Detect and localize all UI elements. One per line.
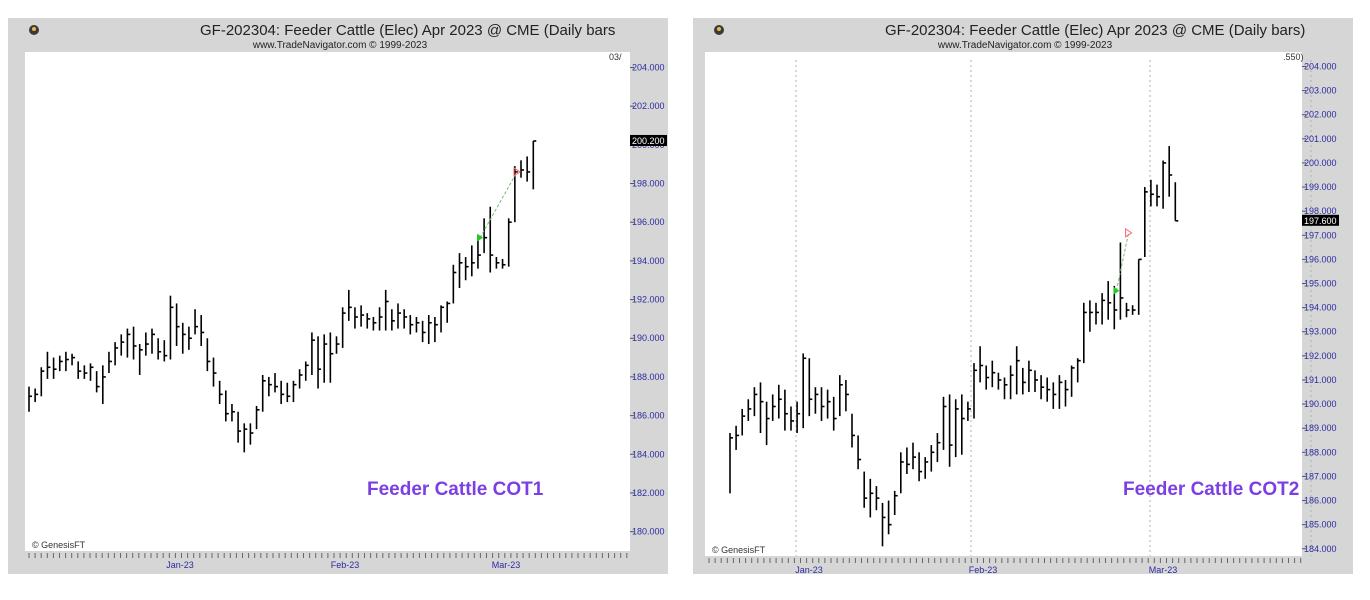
y-tick-label: 182.000 bbox=[632, 488, 665, 498]
y-tick-label: 190.000 bbox=[1304, 399, 1337, 409]
y-tick-label: 196.000 bbox=[1304, 254, 1337, 264]
x-tick-label: Mar-23 bbox=[1149, 565, 1178, 575]
plot-area bbox=[25, 52, 630, 551]
y-tick-label: 196.000 bbox=[632, 217, 665, 227]
y-tick-label: 200.000 bbox=[1304, 158, 1337, 168]
y-tick-label: 194.000 bbox=[632, 256, 665, 266]
sell-signal-marker bbox=[513, 166, 521, 177]
chart-subtitle: www.TradeNavigator.com © 1999-2023 bbox=[252, 40, 428, 51]
y-tick-label: 199.000 bbox=[1304, 182, 1337, 192]
y-tick-label: 186.000 bbox=[1304, 496, 1337, 506]
y-tick-label: 189.000 bbox=[1304, 423, 1337, 433]
overlay-label: Feeder Cattle COT2 bbox=[1123, 479, 1299, 500]
y-tick-label: 203.000 bbox=[1304, 86, 1337, 96]
chart-panel-cot1: GF-202304: Feeder Cattle (Elec) Apr 2023… bbox=[8, 18, 668, 574]
chart-title: GF-202304: Feeder Cattle (Elec) Apr 2023… bbox=[200, 22, 615, 39]
y-tick-label: 198.000 bbox=[632, 179, 665, 189]
x-tick-label: Mar-23 bbox=[492, 560, 521, 570]
signal-connector bbox=[479, 171, 518, 238]
y-tick-label: 186.000 bbox=[632, 411, 665, 421]
y-tick-label: 193.000 bbox=[1304, 327, 1337, 337]
y-tick-label: 194.000 bbox=[1304, 303, 1337, 313]
copyright-label: © GenesisFT bbox=[712, 545, 766, 555]
corner-label: .550) bbox=[1283, 52, 1304, 62]
buy-signal-marker bbox=[1113, 286, 1120, 295]
y-tick-label: 185.000 bbox=[1304, 520, 1337, 530]
y-tick-label: 184.000 bbox=[632, 449, 665, 459]
y-tick-label: 190.000 bbox=[632, 333, 665, 343]
y-tick-label: 187.000 bbox=[1304, 471, 1337, 481]
x-tick-label: Feb-23 bbox=[969, 565, 998, 575]
logo-icon-center bbox=[32, 27, 36, 31]
y-tick-label: 180.000 bbox=[632, 527, 665, 537]
y-tick-label: 191.000 bbox=[1304, 375, 1337, 385]
y-tick-label: 184.000 bbox=[1304, 544, 1337, 554]
sell-signal-marker bbox=[1125, 227, 1133, 238]
chart-title: GF-202304: Feeder Cattle (Elec) Apr 2023… bbox=[885, 22, 1305, 39]
buy-signal-marker bbox=[477, 233, 484, 242]
y-tick-label: 195.000 bbox=[1304, 279, 1337, 289]
last-price-label: 197.600 bbox=[1304, 216, 1337, 226]
x-tick-label: Feb-23 bbox=[331, 560, 360, 570]
y-tick-label: 202.000 bbox=[632, 101, 665, 111]
x-tick-label: Jan-23 bbox=[795, 565, 823, 575]
y-tick-label: 202.000 bbox=[1304, 110, 1337, 120]
y-tick-label: 197.000 bbox=[1304, 230, 1337, 240]
y-tick-label: 204.000 bbox=[632, 62, 665, 72]
y-tick-label: 192.000 bbox=[632, 295, 665, 305]
chart-svg-cot2: GF-202304: Feeder Cattle (Elec) Apr 2023… bbox=[693, 18, 1353, 575]
last-price-label: 200.200 bbox=[632, 136, 665, 146]
logo-icon-center bbox=[717, 27, 721, 31]
copyright-label: © GenesisFT bbox=[32, 540, 86, 550]
y-tick-label: 188.000 bbox=[1304, 447, 1337, 457]
last-price-box bbox=[630, 134, 667, 146]
y-tick-label: 204.000 bbox=[1304, 61, 1337, 71]
y-tick-label: 198.000 bbox=[1304, 206, 1337, 216]
y-tick-label: 188.000 bbox=[632, 372, 665, 382]
chart-svg-cot1: GF-202304: Feeder Cattle (Elec) Apr 2023… bbox=[8, 18, 668, 574]
corner-label: 03/ bbox=[609, 52, 622, 62]
chart-panel-cot2: GF-202304: Feeder Cattle (Elec) Apr 2023… bbox=[685, 0, 1370, 600]
chart-subtitle: www.TradeNavigator.com © 1999-2023 bbox=[937, 40, 1113, 51]
x-tick-label: Jan-23 bbox=[166, 560, 194, 570]
overlay-label: Feeder Cattle COT1 bbox=[367, 479, 544, 500]
last-price-box bbox=[1302, 214, 1339, 226]
y-tick-label: 201.000 bbox=[1304, 134, 1337, 144]
y-tick-label: 192.000 bbox=[1304, 351, 1337, 361]
plot-area bbox=[705, 52, 1302, 556]
